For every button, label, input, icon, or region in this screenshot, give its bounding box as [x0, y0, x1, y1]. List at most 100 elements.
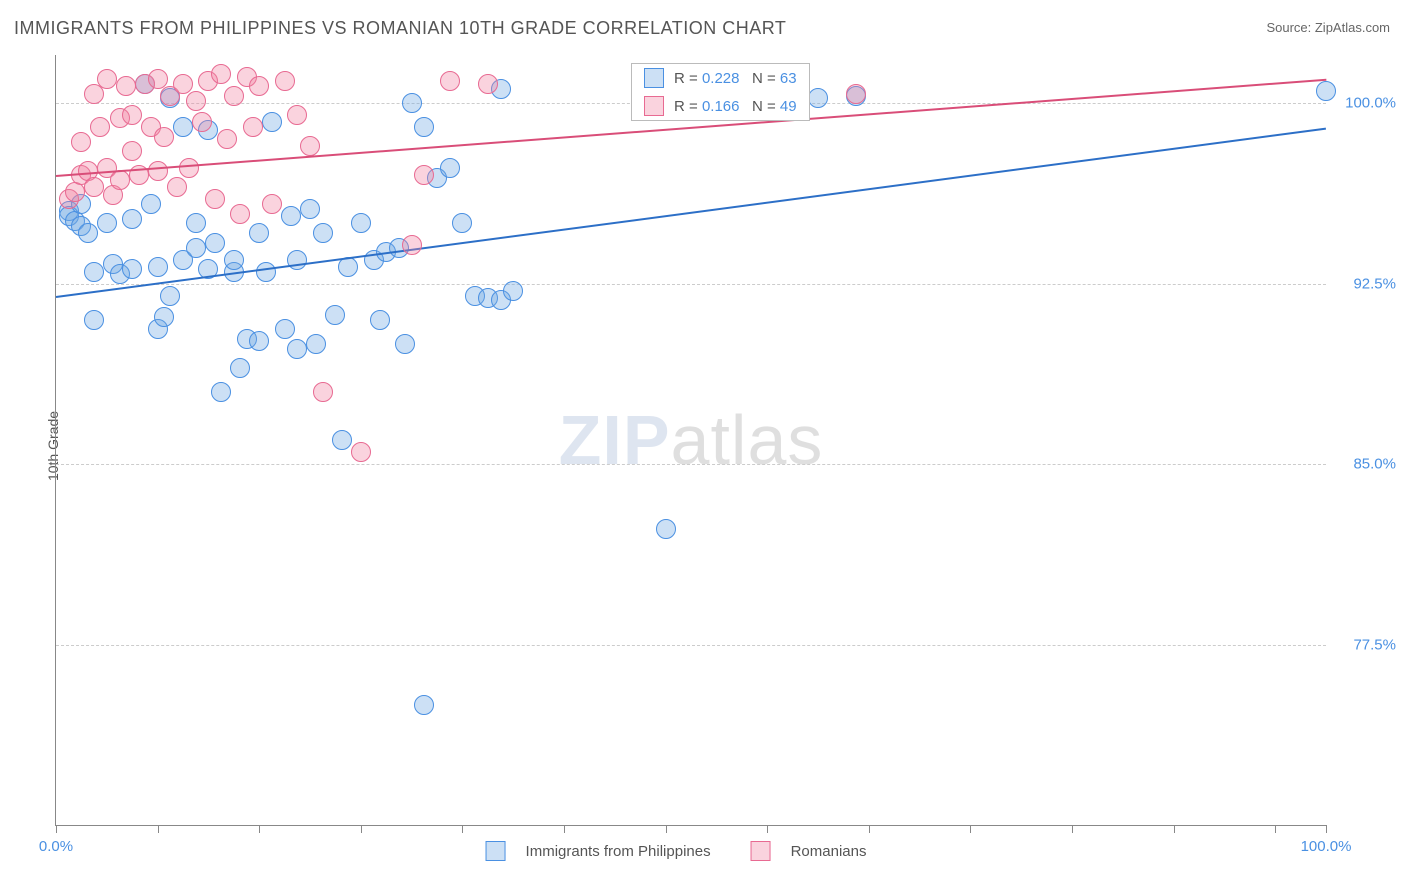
x-tick [970, 825, 971, 833]
x-tick [1174, 825, 1175, 833]
scatter-point-philippines [249, 223, 269, 243]
scatter-point-romanians [414, 165, 434, 185]
scatter-point-romanians [179, 158, 199, 178]
legend-swatch-philippines [644, 68, 664, 88]
x-tick [1275, 825, 1276, 833]
scatter-point-philippines [656, 519, 676, 539]
legend-label-romanians: Romanians [791, 843, 867, 860]
x-tick [158, 825, 159, 833]
scatter-point-romanians [116, 76, 136, 96]
y-tick-label: 100.0% [1336, 95, 1396, 112]
x-tick [361, 825, 362, 833]
scatter-point-romanians [154, 127, 174, 147]
scatter-point-romanians [478, 74, 498, 94]
scatter-point-romanians [90, 117, 110, 137]
scatter-point-philippines [306, 334, 326, 354]
scatter-point-romanians [192, 112, 212, 132]
scatter-point-philippines [325, 305, 345, 325]
scatter-point-philippines [230, 358, 250, 378]
scatter-point-romanians [249, 76, 269, 96]
scatter-point-philippines [414, 695, 434, 715]
scatter-point-philippines [78, 223, 98, 243]
scatter-point-philippines [452, 213, 472, 233]
scatter-point-philippines [262, 112, 282, 132]
scatter-point-philippines [148, 257, 168, 277]
scatter-point-philippines [186, 213, 206, 233]
x-tick [869, 825, 870, 833]
scatter-point-philippines [1316, 81, 1336, 101]
correlation-legend-row-philippines: R = 0.228 N = 63 [632, 64, 809, 92]
legend-stats-romanians: R = 0.166 N = 49 [674, 98, 797, 115]
chart-container: IMMIGRANTS FROM PHILIPPINES VS ROMANIAN … [0, 0, 1406, 892]
scatter-point-romanians [313, 382, 333, 402]
x-tick [564, 825, 565, 833]
scatter-point-romanians [243, 117, 263, 137]
scatter-point-philippines [205, 233, 225, 253]
scatter-point-philippines [154, 307, 174, 327]
x-tick [56, 825, 57, 833]
scatter-point-philippines [440, 158, 460, 178]
scatter-point-romanians [84, 177, 104, 197]
scatter-point-philippines [275, 319, 295, 339]
scatter-point-romanians [224, 86, 244, 106]
scatter-point-philippines [211, 382, 231, 402]
scatter-point-philippines [313, 223, 333, 243]
scatter-point-philippines [249, 331, 269, 351]
x-tick [1326, 825, 1327, 833]
x-tick-label: 100.0% [1301, 838, 1352, 855]
chart-title: IMMIGRANTS FROM PHILIPPINES VS ROMANIAN … [14, 18, 786, 39]
scatter-point-romanians [300, 136, 320, 156]
scatter-point-romanians [846, 84, 866, 104]
scatter-point-romanians [122, 105, 142, 125]
watermark: ZIPatlas [559, 400, 824, 480]
scatter-point-romanians [71, 132, 91, 152]
y-tick-label: 85.0% [1336, 456, 1396, 473]
scatter-point-romanians [440, 71, 460, 91]
x-tick [666, 825, 667, 833]
scatter-point-philippines [503, 281, 523, 301]
plot-area: ZIPatlas 77.5%85.0%92.5%100.0%0.0%100.0%… [55, 55, 1326, 826]
scatter-point-philippines [122, 209, 142, 229]
scatter-point-romanians [97, 69, 117, 89]
gridline [56, 645, 1326, 646]
scatter-point-philippines [173, 117, 193, 137]
scatter-point-philippines [224, 250, 244, 270]
x-tick [462, 825, 463, 833]
scatter-point-romanians [186, 91, 206, 111]
scatter-point-philippines [332, 430, 352, 450]
scatter-point-romanians [173, 74, 193, 94]
watermark-zip: ZIP [559, 401, 671, 479]
scatter-point-philippines [186, 238, 206, 258]
scatter-point-philippines [256, 262, 276, 282]
legend-stats-philippines: R = 0.228 N = 63 [674, 70, 797, 87]
scatter-point-philippines [97, 213, 117, 233]
x-tick [259, 825, 260, 833]
x-tick [1072, 825, 1073, 833]
scatter-point-philippines [395, 334, 415, 354]
scatter-point-philippines [808, 88, 828, 108]
scatter-point-romanians [148, 69, 168, 89]
scatter-point-romanians [402, 235, 422, 255]
correlation-legend: R = 0.228 N = 63 R = 0.166 N = 49 [631, 63, 810, 121]
source-attribution: Source: ZipAtlas.com [1266, 20, 1390, 35]
scatter-point-philippines [84, 310, 104, 330]
scatter-point-romanians [287, 105, 307, 125]
legend-swatch-romanians [644, 96, 664, 116]
scatter-point-philippines [402, 93, 422, 113]
scatter-point-philippines [281, 206, 301, 226]
scatter-point-romanians [110, 170, 130, 190]
correlation-legend-row-romanians: R = 0.166 N = 49 [632, 92, 809, 120]
legend-label-philippines: Immigrants from Philippines [526, 843, 711, 860]
scatter-point-romanians [205, 189, 225, 209]
scatter-point-romanians [148, 161, 168, 181]
scatter-point-philippines [122, 259, 142, 279]
scatter-point-romanians [351, 442, 371, 462]
y-tick-label: 92.5% [1336, 275, 1396, 292]
legend-swatch-romanians [751, 841, 771, 861]
scatter-point-philippines [414, 117, 434, 137]
scatter-point-romanians [211, 64, 231, 84]
x-tick [767, 825, 768, 833]
scatter-point-philippines [141, 194, 161, 214]
scatter-point-philippines [370, 310, 390, 330]
scatter-point-romanians [262, 194, 282, 214]
